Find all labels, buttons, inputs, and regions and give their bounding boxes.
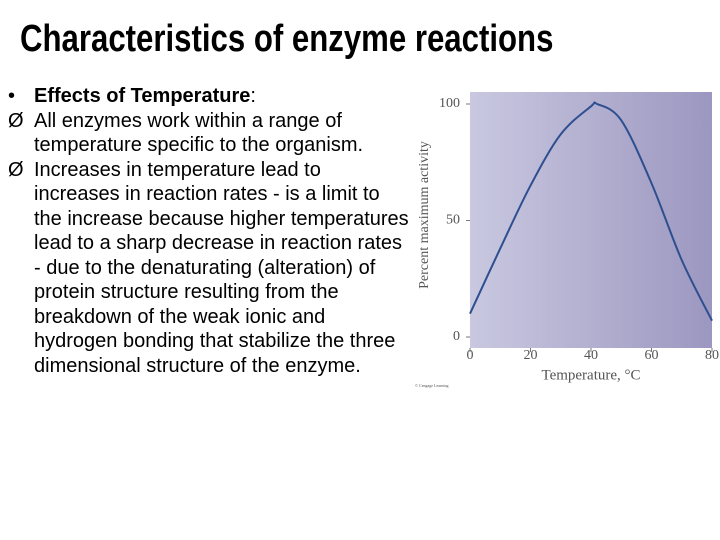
y-tick-label: 100 bbox=[439, 96, 460, 111]
bullet-item: Ø All enzymes work within a range of temp… bbox=[0, 109, 410, 158]
x-axis-label: Temperature, °C bbox=[541, 367, 640, 383]
x-tick-label: 0 bbox=[467, 348, 474, 363]
plot-area bbox=[470, 92, 712, 348]
y-tick-label: 0 bbox=[453, 329, 460, 344]
bullet-marker: • bbox=[8, 85, 16, 107]
bullet-text: All enzymes work within a range of tempe… bbox=[34, 109, 364, 157]
bullet-text: : bbox=[250, 85, 256, 107]
y-tick-label: 50 bbox=[446, 213, 460, 228]
bullet-text: Increases in temperature lead to increas… bbox=[34, 158, 409, 377]
x-tick-label: 80 bbox=[705, 348, 719, 363]
credit: © Cengage Learning bbox=[415, 383, 448, 388]
bullet-list: • Effects of Temperature: Ø All enzymes wor… bbox=[0, 84, 410, 378]
x-tick-label: 60 bbox=[645, 348, 659, 363]
curve bbox=[469, 101, 713, 322]
x-tick-label: 40 bbox=[584, 348, 598, 363]
x-tick-label: 20 bbox=[524, 348, 538, 363]
bullet-bold: Effects of Temperature bbox=[34, 85, 251, 107]
bullet-item: Ø Increases in temperature lead to increa… bbox=[0, 158, 410, 379]
bullet-marker: Ø bbox=[8, 109, 24, 132]
y-axis-label: Percent maximum activity bbox=[417, 141, 432, 289]
bullet-marker: Ø bbox=[8, 158, 24, 181]
slide-title: Characteristics of enzyme reactions bbox=[20, 18, 554, 60]
bullet-item: • Effects of Temperature: bbox=[0, 84, 410, 109]
